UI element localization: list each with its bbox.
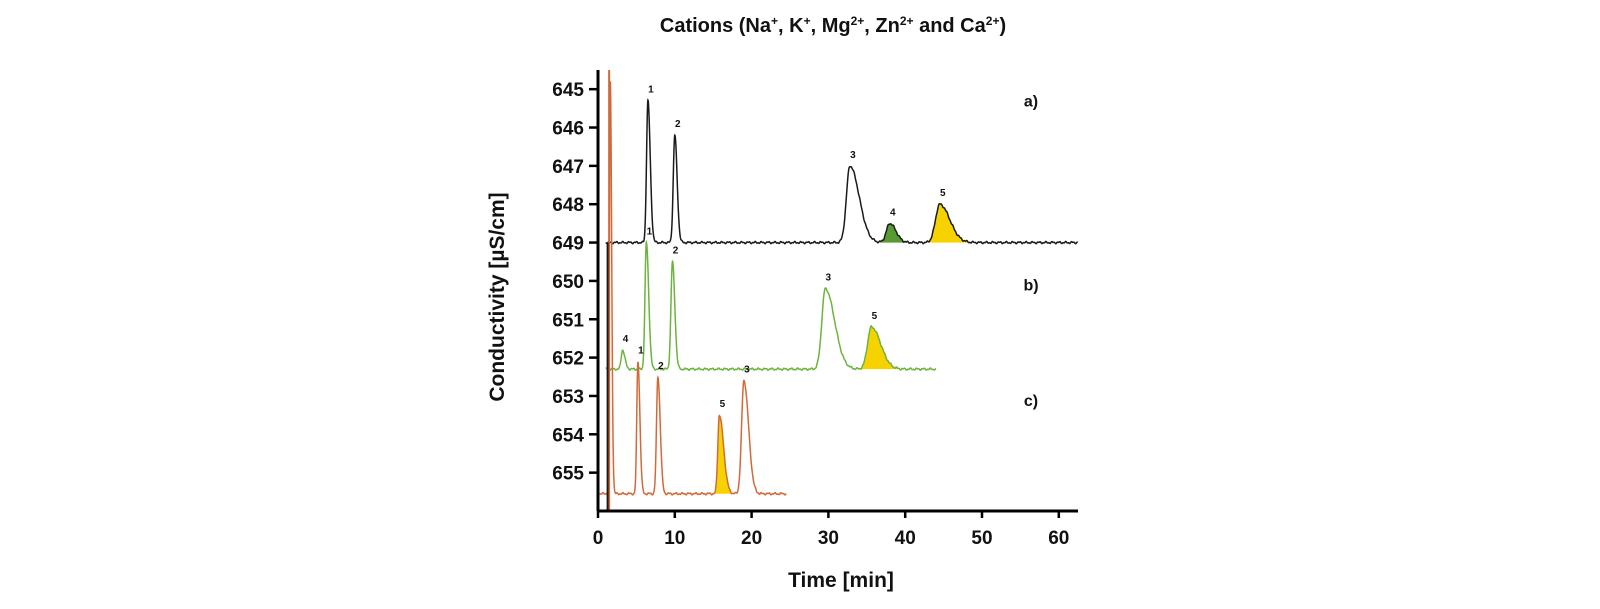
peak-label: 5 xyxy=(720,399,726,410)
peak-label: 2 xyxy=(658,361,664,372)
peak-label: 5 xyxy=(940,188,946,199)
peak-label: 5 xyxy=(872,311,878,322)
panel-label: b) xyxy=(1023,278,1038,295)
peak-label: 2 xyxy=(675,119,681,130)
y-tick-label: 646 xyxy=(552,119,584,140)
y-tick-label: 652 xyxy=(552,349,584,370)
series-c: 1 2 5 3 c) xyxy=(599,81,1038,496)
x-tick-label: 50 xyxy=(971,528,992,549)
peak-label: 1 xyxy=(638,345,644,356)
x-axis: 0 10 20 30 40 50 60 xyxy=(593,509,1078,549)
x-tick-label: 0 xyxy=(593,528,604,549)
series-line xyxy=(605,239,937,372)
x-tick-label: 10 xyxy=(664,528,685,549)
chart-title: Cations (Na+, K+, Mg2+, Zn2+ and Ca2+) xyxy=(660,14,1006,37)
peak-fill xyxy=(927,204,970,243)
series-line xyxy=(599,81,787,496)
y-tick-label: 649 xyxy=(552,234,584,255)
y-tick-label: 654 xyxy=(552,425,584,446)
peak-label: 3 xyxy=(826,273,832,284)
y-tick-label: 648 xyxy=(552,195,584,216)
peak-label: 1 xyxy=(647,227,653,238)
x-tick-label: 30 xyxy=(818,528,839,549)
series-a: 1 2 3 4 5 a) xyxy=(605,85,1079,245)
peak-label: 4 xyxy=(623,334,629,345)
y-tick-label: 655 xyxy=(552,464,584,485)
panel-label: c) xyxy=(1024,393,1038,410)
x-axis-label: Time [min] xyxy=(788,569,894,592)
y-axis-label: Conductivity [µS/cm] xyxy=(486,192,509,401)
peak-fill xyxy=(714,415,733,494)
y-tick-label: 651 xyxy=(552,310,584,331)
panel-label: a) xyxy=(1024,94,1038,111)
x-tick-label: 40 xyxy=(895,528,916,549)
peak-fill xyxy=(859,326,900,370)
peak-label: 3 xyxy=(850,150,856,161)
y-tick-label: 650 xyxy=(552,272,584,293)
y-axis: 645 646 647 648 649 650 651 652 653 654 655 xyxy=(552,70,600,511)
y-tick-label: 645 xyxy=(552,80,584,101)
peak-label: 4 xyxy=(890,207,896,218)
y-tick-label: 647 xyxy=(552,157,584,178)
x-tick-label: 20 xyxy=(741,528,762,549)
y-tick-label: 653 xyxy=(552,387,584,408)
peak-fill xyxy=(879,223,909,243)
x-tick-label: 60 xyxy=(1048,528,1069,549)
series-line xyxy=(605,98,1079,245)
peak-label: 1 xyxy=(648,85,654,96)
peak-label: 3 xyxy=(744,365,750,376)
peak-label: 2 xyxy=(673,246,679,257)
